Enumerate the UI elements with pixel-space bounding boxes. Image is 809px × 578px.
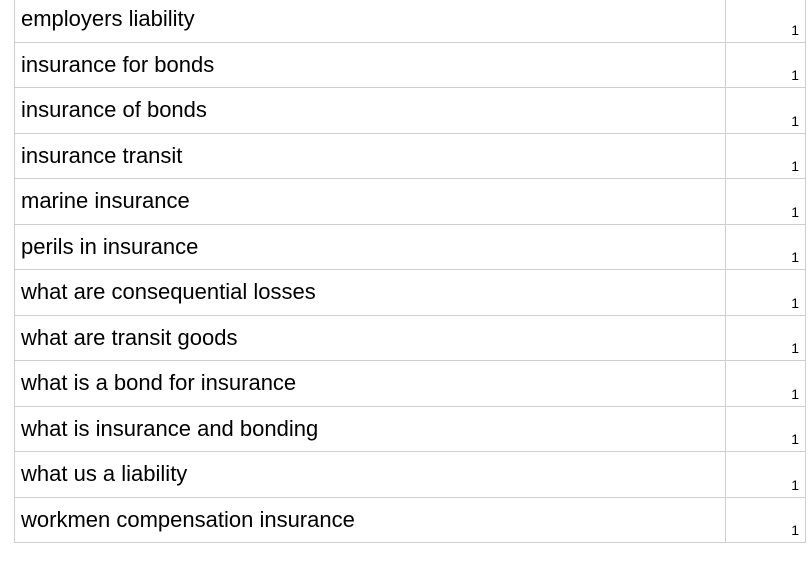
term-cell[interactable]: what is a bond for insurance	[14, 360, 726, 407]
count-cell[interactable]: 1	[725, 496, 806, 543]
count-cell[interactable]: 1	[725, 0, 806, 43]
table-row: workmen compensation insurance 1	[14, 496, 806, 543]
table-row: insurance of bonds 1	[14, 87, 806, 134]
table-row: perils in insurance 1	[14, 223, 806, 270]
count-cell[interactable]: 1	[725, 269, 806, 316]
table-row: insurance transit 1	[14, 132, 806, 179]
term-cell[interactable]: employers liability	[14, 0, 726, 43]
term-cell[interactable]: what is insurance and bonding	[14, 405, 726, 452]
table-row: insurance for bonds 1	[14, 41, 806, 88]
table-row: what us a liability 1	[14, 451, 806, 498]
table-row: what is insurance and bonding 1	[14, 405, 806, 452]
count-cell[interactable]: 1	[725, 314, 806, 361]
count-cell[interactable]: 1	[725, 405, 806, 452]
count-cell[interactable]: 1	[725, 132, 806, 179]
term-cell[interactable]: what us a liability	[14, 451, 726, 498]
term-cell[interactable]: insurance of bonds	[14, 87, 726, 134]
term-cell[interactable]: insurance transit	[14, 132, 726, 179]
term-cell[interactable]: marine insurance	[14, 178, 726, 225]
table-row: what are consequential losses 1	[14, 269, 806, 316]
term-cell[interactable]: insurance for bonds	[14, 41, 726, 88]
count-cell[interactable]: 1	[725, 87, 806, 134]
term-cell[interactable]: perils in insurance	[14, 223, 726, 270]
table-row: marine insurance 1	[14, 178, 806, 225]
count-cell[interactable]: 1	[725, 360, 806, 407]
count-cell[interactable]: 1	[725, 451, 806, 498]
count-cell[interactable]: 1	[725, 178, 806, 225]
table-row: employers liability 1	[14, 0, 806, 43]
count-cell[interactable]: 1	[725, 223, 806, 270]
term-cell[interactable]: what are consequential losses	[14, 269, 726, 316]
search-terms-table: employers liability 1 insurance for bond…	[14, 0, 806, 543]
table-row: what is a bond for insurance 1	[14, 360, 806, 407]
count-cell[interactable]: 1	[725, 41, 806, 88]
term-cell[interactable]: workmen compensation insurance	[14, 496, 726, 543]
term-cell[interactable]: what are transit goods	[14, 314, 726, 361]
table-row: what are transit goods 1	[14, 314, 806, 361]
